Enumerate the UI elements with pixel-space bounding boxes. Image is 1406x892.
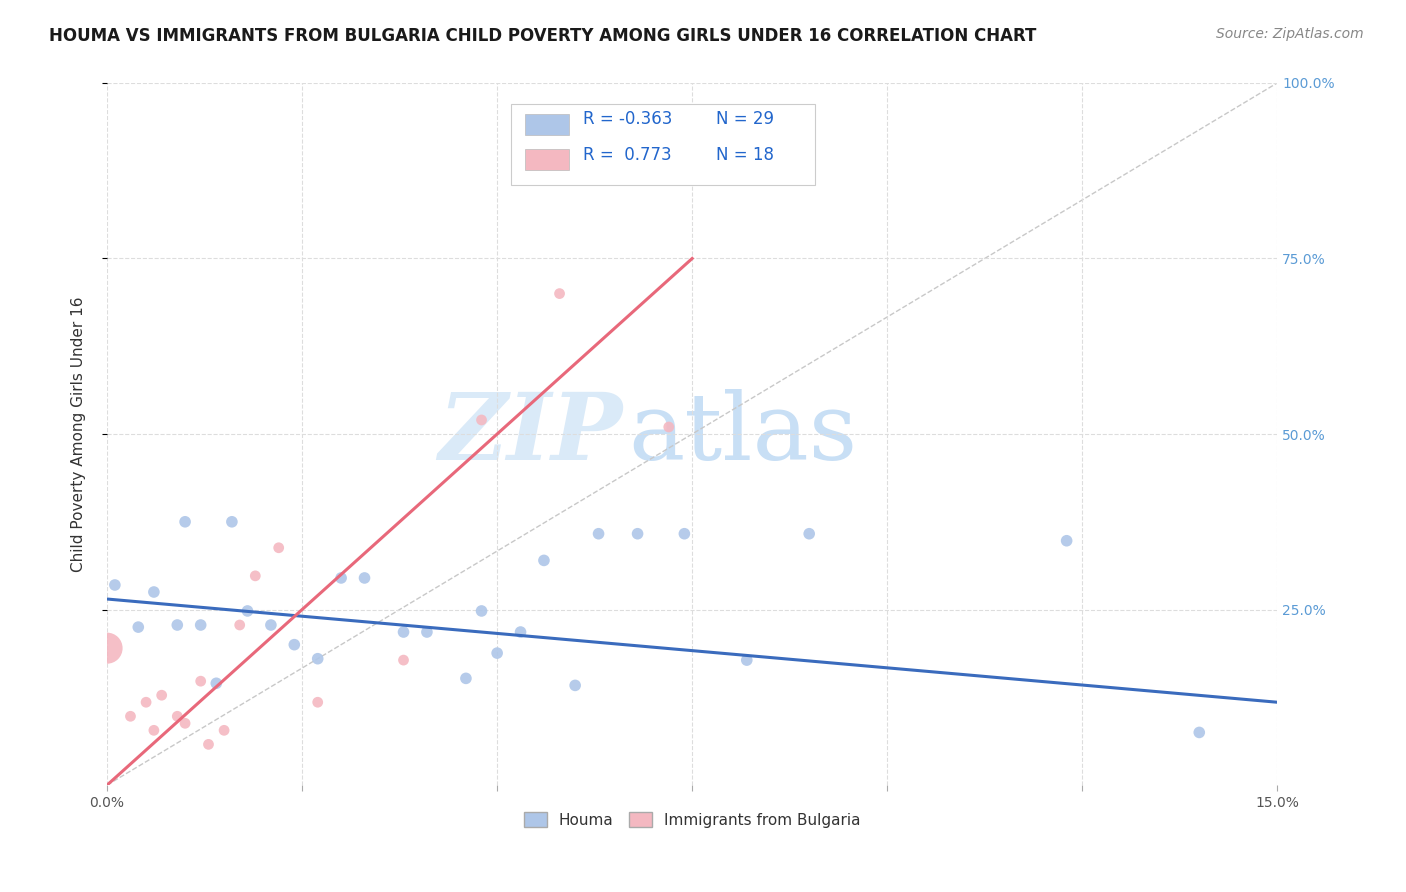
Point (166, 618, 188, 632)
Point (470, 604, 492, 618)
Point (197, 737, 219, 751)
Point (588, 526, 610, 541)
Point (330, 571, 353, 585)
Point (267, 541, 290, 555)
Point (470, 413, 492, 427)
Point (245, 569, 267, 583)
Text: HOUMA VS IMMIGRANTS FROM BULGARIA CHILD POVERTY AMONG GIRLS UNDER 16 CORRELATION: HOUMA VS IMMIGRANTS FROM BULGARIA CHILD … (49, 27, 1036, 45)
Point (127, 620, 149, 634)
Point (392, 625, 415, 640)
Point (353, 571, 375, 585)
Text: R =  0.773: R = 0.773 (583, 145, 672, 164)
Text: N = 29: N = 29 (716, 111, 773, 128)
Point (1056, 533, 1078, 548)
Point (135, 695, 157, 709)
Point (486, 646, 509, 660)
Text: ZIP: ZIP (437, 389, 621, 479)
Point (799, 526, 821, 541)
Text: N = 18: N = 18 (716, 145, 773, 164)
Point (190, 674, 212, 689)
Point (416, 625, 439, 640)
FancyBboxPatch shape (510, 104, 815, 185)
Point (120, 709, 142, 723)
Point (509, 625, 531, 640)
Point (454, 671, 477, 685)
Text: R = -0.363: R = -0.363 (583, 111, 672, 128)
FancyBboxPatch shape (524, 149, 569, 170)
Point (166, 709, 188, 723)
Text: atlas: atlas (628, 389, 858, 479)
Point (307, 651, 329, 665)
Point (190, 618, 212, 632)
Point (228, 618, 250, 632)
Point (392, 653, 415, 667)
Point (260, 618, 283, 632)
FancyBboxPatch shape (524, 113, 569, 135)
Point (658, 420, 681, 434)
Point (564, 678, 586, 692)
Point (673, 526, 696, 541)
Legend: Houma, Immigrants from Bulgaria: Houma, Immigrants from Bulgaria (517, 805, 866, 834)
Point (205, 676, 228, 690)
Point (212, 723, 235, 738)
Point (142, 723, 165, 738)
Y-axis label: Child Poverty Among Girls Under 16: Child Poverty Among Girls Under 16 (72, 296, 86, 572)
Point (548, 286, 571, 301)
Point (142, 585, 165, 599)
Point (174, 515, 197, 529)
Point (236, 604, 259, 618)
Point (307, 695, 329, 709)
Point (1188, 725, 1211, 739)
Point (626, 526, 648, 541)
Point (533, 553, 555, 567)
Point (174, 716, 197, 731)
Point (735, 653, 758, 667)
Point (221, 515, 243, 529)
Text: Source: ZipAtlas.com: Source: ZipAtlas.com (1216, 27, 1364, 41)
Point (96, 641, 118, 656)
Point (150, 688, 173, 702)
Point (104, 578, 127, 592)
Point (283, 638, 305, 652)
